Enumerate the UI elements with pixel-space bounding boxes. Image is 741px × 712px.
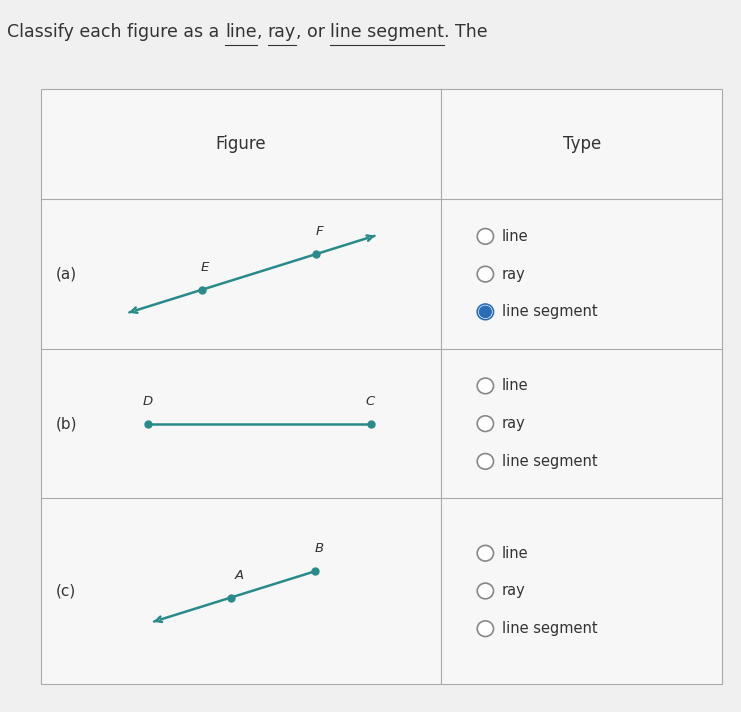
Text: C: C	[366, 395, 375, 408]
Text: Figure: Figure	[216, 135, 266, 153]
Text: F: F	[316, 226, 324, 239]
Text: , or: , or	[296, 23, 330, 41]
Text: line segment: line segment	[502, 621, 597, 637]
Text: E: E	[201, 261, 210, 274]
Text: ray: ray	[502, 266, 525, 282]
Circle shape	[477, 378, 494, 394]
Text: line: line	[225, 23, 257, 41]
Text: line: line	[502, 545, 528, 561]
Circle shape	[477, 304, 494, 320]
Circle shape	[477, 545, 494, 561]
Text: line: line	[502, 378, 528, 394]
Text: ray: ray	[502, 583, 525, 599]
Text: (a): (a)	[56, 266, 77, 282]
Text: ray: ray	[268, 23, 296, 41]
Text: B: B	[314, 543, 324, 555]
Text: ray: ray	[502, 416, 525, 431]
Bar	[41, 89, 722, 684]
Text: (b): (b)	[56, 416, 77, 431]
Text: Type: Type	[562, 135, 601, 153]
Text: line segment: line segment	[502, 454, 597, 469]
Circle shape	[477, 266, 494, 282]
Text: line: line	[502, 229, 528, 244]
Text: D: D	[143, 395, 153, 408]
Circle shape	[477, 229, 494, 244]
Text: line segment: line segment	[330, 23, 445, 41]
Circle shape	[477, 454, 494, 469]
Text: (c): (c)	[56, 583, 76, 599]
Circle shape	[477, 621, 494, 637]
Circle shape	[479, 306, 491, 318]
Text: . The: . The	[445, 23, 488, 41]
Bar	[41, 89, 722, 684]
Text: A: A	[235, 569, 245, 582]
Text: Classify each figure as a: Classify each figure as a	[7, 23, 225, 41]
Text: line segment: line segment	[502, 304, 597, 320]
Circle shape	[477, 416, 494, 431]
Text: ,: ,	[257, 23, 268, 41]
Circle shape	[477, 583, 494, 599]
